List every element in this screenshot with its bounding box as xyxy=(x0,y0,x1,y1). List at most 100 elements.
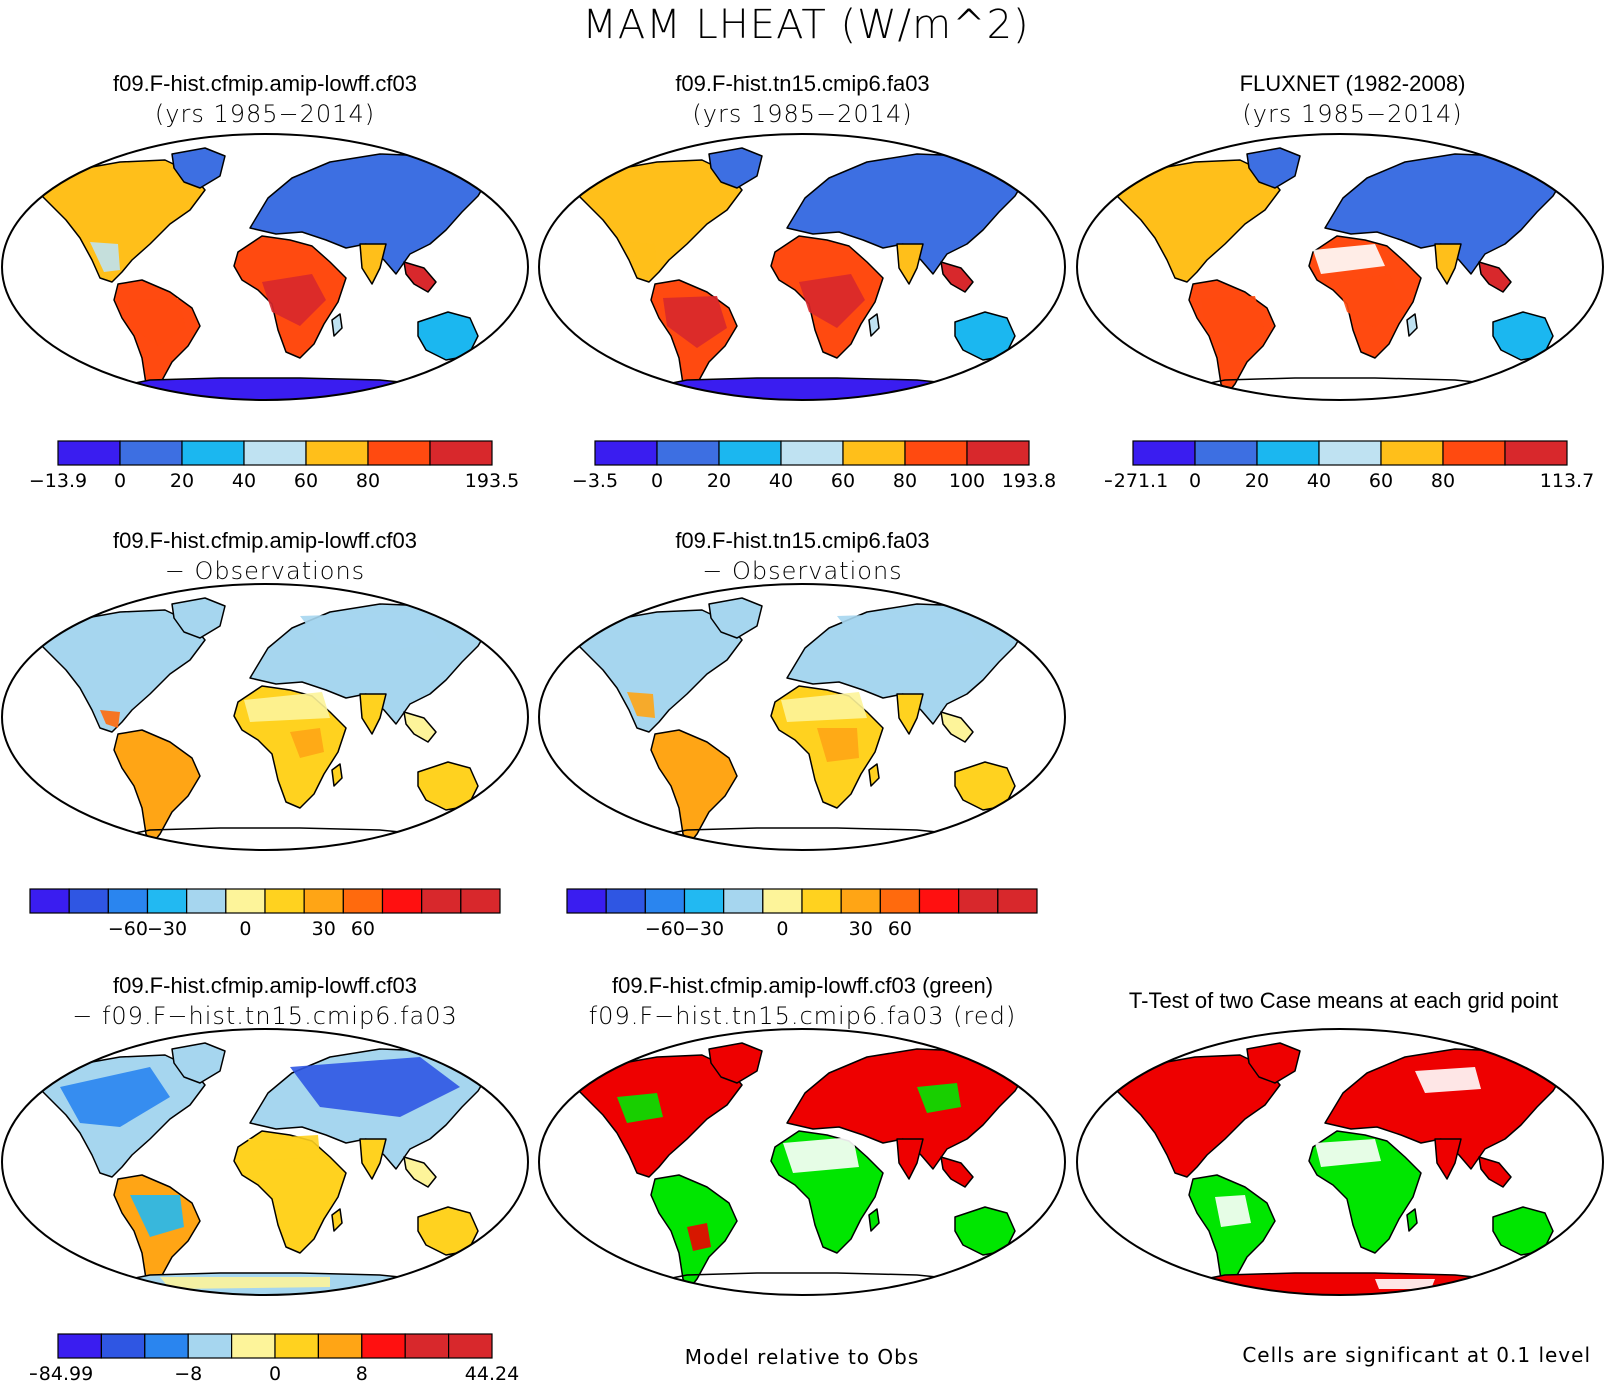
colorbar-swatch xyxy=(367,440,431,466)
colorbar-swatch xyxy=(801,888,842,914)
colorbar-swatch xyxy=(966,440,1030,466)
colorbar-tick-label: 0 xyxy=(1189,470,1201,492)
colorbar-swatch xyxy=(187,1333,233,1359)
colorbar-tick-label: 193.8 xyxy=(1002,470,1056,492)
panel-title-obs: FLUXNET (1982-2008) (yrs 1985−2014) xyxy=(1085,68,1612,130)
colorbar-tick-label: 40 xyxy=(232,470,256,492)
continent-antarctica-outline xyxy=(1169,377,1527,400)
continent-madagascar xyxy=(331,763,343,787)
colorbar-swatch xyxy=(594,440,658,466)
field-region xyxy=(290,728,324,758)
continent-india xyxy=(896,243,924,285)
map-border xyxy=(538,583,1066,851)
continent-southAmerica xyxy=(650,729,738,845)
field-region xyxy=(290,1057,460,1117)
continent-seAsia xyxy=(940,1156,974,1188)
continent-india xyxy=(359,243,387,285)
map-model-vs-obs xyxy=(538,1028,1066,1296)
continent-antarctica-outline xyxy=(631,1272,989,1295)
field-region xyxy=(799,274,865,328)
field-region xyxy=(1337,274,1403,328)
map-border xyxy=(1,133,529,401)
field-region xyxy=(627,692,655,718)
continent-madagascar xyxy=(331,313,343,337)
colorbar-swatch xyxy=(656,440,720,466)
colorbar-swatch xyxy=(1194,440,1258,466)
colorbar-swatch xyxy=(429,440,493,466)
panel-title-line2: f09.F−hist.tn15.cmip6.fa03 (red) xyxy=(588,1002,1017,1030)
panel-title-line1: f09.F-hist.tn15.cmip6.fa03 xyxy=(675,71,930,96)
continent-seAsia xyxy=(403,1156,437,1188)
colorbar-tick-label: −60 xyxy=(645,918,685,940)
panel-title-line2: − Observations xyxy=(164,557,366,585)
colorbar-swatch xyxy=(225,888,266,914)
continent-seAsia xyxy=(940,711,974,743)
colorbar-tick-label: −8 xyxy=(174,1363,202,1385)
field-region xyxy=(781,692,867,722)
field-region xyxy=(617,1093,663,1123)
colorbar-tick-label: 60 xyxy=(831,470,855,492)
panel-title-line2: (yrs 1985−2014) xyxy=(692,100,913,128)
colorbar-swatch xyxy=(243,440,307,466)
map-border xyxy=(538,1028,1066,1296)
panel-title-line1: f09.F-hist.tn15.cmip6.fa03 xyxy=(675,528,930,553)
colorbar-tick-label: −84.99 xyxy=(30,1363,93,1385)
colorbar-tick-label: 44.24 xyxy=(465,1363,519,1385)
colorbar-tick-label: 0 xyxy=(114,470,126,492)
panel-title-line2: − Observations xyxy=(702,557,903,585)
colorbar-tick-label: 20 xyxy=(170,470,194,492)
colorbar-swatch xyxy=(1132,440,1196,466)
continent-eurasia xyxy=(249,153,491,275)
continent-southAmerica xyxy=(113,729,201,845)
continent-india xyxy=(1434,1138,1462,1180)
map-border xyxy=(1076,133,1604,401)
colorbar-swatch xyxy=(1318,440,1382,466)
colorbar-swatch xyxy=(1442,440,1506,466)
field-region xyxy=(130,1195,184,1237)
colorbar-tick-label: 60 xyxy=(1369,470,1393,492)
colorbar-swatch xyxy=(144,1333,189,1359)
colorbar-swatch xyxy=(958,888,999,914)
colorbar-swatch xyxy=(448,1333,493,1359)
colorbar-tick-label: 40 xyxy=(769,470,793,492)
continent-greenland xyxy=(171,147,226,189)
colorbar-swatch xyxy=(107,888,149,914)
colorbar-case2-minus-obs: −60 −30 0 30 60 xyxy=(566,888,1038,940)
continent-seAsia xyxy=(403,261,437,293)
figure-title: MAM LHEAT (W/m^2) xyxy=(582,2,1030,48)
continent-india xyxy=(1434,243,1462,285)
field-region xyxy=(100,710,120,728)
colorbar-tick-label: 0 xyxy=(269,1363,281,1385)
field-region xyxy=(160,1277,330,1289)
panel-title-line1: f09.F-hist.cfmip.amip-lowff.cf03 xyxy=(112,528,418,553)
colorbar-swatch xyxy=(683,888,725,914)
colorbar-swatch xyxy=(997,888,1038,914)
continent-madagascar xyxy=(868,1208,880,1232)
panel-title-model-vs-obs: f09.F-hist.cfmip.amip-lowff.cf03 (green)… xyxy=(530,970,1075,1032)
continent-madagascar xyxy=(1406,313,1418,337)
continent-seAsia xyxy=(1478,261,1512,293)
colorbar-tick-label: −13.9 xyxy=(30,470,87,492)
panel-title-line2: (yrs 1985−2014) xyxy=(1242,100,1463,128)
continent-madagascar xyxy=(1406,1208,1418,1232)
continent-greenland xyxy=(708,1042,763,1084)
continent-seAsia xyxy=(1478,1156,1512,1188)
colorbar-swatch xyxy=(566,888,607,914)
colorbar-tick-label: −30 xyxy=(147,918,187,940)
colorbar-swatch xyxy=(1380,440,1444,466)
continent-seAsia xyxy=(940,261,974,293)
field-region xyxy=(1313,244,1385,274)
colorbar-tick-label: 20 xyxy=(707,470,731,492)
colorbar-tick-label: −3.5 xyxy=(572,470,618,492)
colorbar-tick-label: 80 xyxy=(893,470,917,492)
continent-greenland xyxy=(708,147,763,189)
colorbar-swatch xyxy=(879,888,921,914)
continent-northAmerica xyxy=(576,159,743,283)
panel-title-line2: − f09.F−hist.tn15.cmip6.fa03 xyxy=(72,1002,458,1030)
continent-northAmerica xyxy=(1114,159,1281,283)
colorbar-swatch xyxy=(723,888,764,914)
colorbar-tick-label: 40 xyxy=(1307,470,1331,492)
continent-greenland xyxy=(1246,1042,1301,1084)
colorbar-swatch xyxy=(317,1333,363,1359)
map-case1 xyxy=(1,133,529,401)
